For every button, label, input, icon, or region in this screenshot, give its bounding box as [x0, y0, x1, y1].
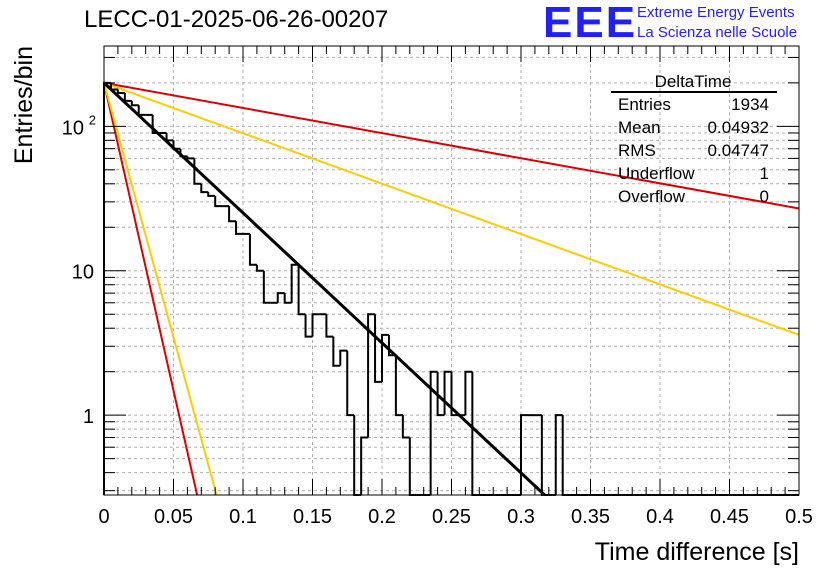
histogram-bin: [276, 292, 285, 303]
x-axis-label: Time difference [s]: [595, 538, 799, 566]
histogram-bin: [381, 333, 389, 382]
x-tick-label: 0.1: [229, 506, 257, 528]
reference-line-red: [103, 81, 800, 210]
histogram-bin: [394, 355, 403, 417]
stats-label-underflow: Underflow: [618, 164, 695, 183]
histogram-bin: [540, 415, 549, 496]
eee-logo: EEE: [543, 0, 638, 47]
histogram-bin: [123, 93, 132, 102]
x-tick-label: 0.35: [571, 506, 610, 528]
x-tick-label: 0: [98, 506, 109, 528]
y-tick-label: 10: [72, 262, 94, 284]
x-tick-label: 0.2: [368, 506, 396, 528]
histogram-bin: [325, 314, 334, 338]
histogram-bin: [214, 195, 223, 208]
x-tick-label: 0.45: [710, 506, 749, 528]
chart-title: LECC-01-2025-06-26-00207: [84, 6, 389, 33]
stats-value-entries: 1934: [731, 95, 769, 114]
histogram-bin: [200, 183, 209, 194]
fit-line-black: [102, 81, 546, 497]
histogram-bin: [207, 192, 216, 197]
histogram-bin: [408, 437, 417, 496]
histogram-bin: [353, 415, 362, 496]
histogram-bin: [262, 270, 271, 304]
y-tick-label: 10: [62, 117, 84, 139]
axis-ticks: [103, 46, 800, 495]
histogram-bin: [401, 415, 410, 439]
histogram-bin: [464, 370, 473, 416]
histogram-bin: [450, 371, 459, 417]
stats-box: DeltaTime Entries 1934 Mean 0.04932 RMS …: [611, 72, 777, 206]
x-tick-label: 0.4: [646, 506, 674, 528]
histogram-bin: [346, 350, 355, 417]
histogram-bin: [297, 264, 306, 316]
x-tick-label: 0.3: [507, 506, 535, 528]
histogram-bin: [116, 89, 125, 95]
histogram-bin: [339, 349, 348, 366]
stats-value-rms: 0.04747: [708, 141, 769, 160]
histogram-bin: [436, 371, 445, 417]
stats-label-mean: Mean: [618, 118, 661, 137]
stats-label-entries: Entries: [618, 95, 671, 114]
histogram-bin: [367, 313, 376, 438]
logo-subtitle-line1: Extreme Energy Events: [637, 4, 795, 21]
histogram-bin: [130, 100, 139, 107]
reference-line-orange: [103, 82, 218, 496]
histogram-bin: [248, 233, 257, 266]
stats-value-overflow: 0: [760, 187, 769, 206]
histogram-bin: [103, 81, 111, 495]
histogram-bin: [283, 293, 292, 304]
histogram-bin: [360, 436, 369, 495]
histogram-bin: [165, 132, 174, 142]
histogram-bin: [429, 370, 438, 495]
histogram-bin: [186, 156, 195, 160]
stats-box-title: DeltaTime: [655, 72, 732, 91]
histogram-bin: [561, 415, 570, 496]
histogram-bin: [290, 263, 299, 303]
y-tick-label: 1: [83, 406, 94, 428]
stats-label-overflow: Overflow: [618, 187, 686, 206]
histogram-bin: [554, 414, 563, 495]
histogram-bin: [137, 105, 146, 116]
histogram-bin: [520, 414, 528, 495]
histogram-bin: [304, 314, 313, 338]
reference-line-orange: [103, 81, 800, 336]
reference-lines: [103, 81, 800, 496]
grid: [104, 46, 799, 495]
stats-value-mean: 0.04932: [708, 118, 769, 137]
x-tick-label: 0.25: [432, 506, 471, 528]
y-axis-label: Entries/bin: [10, 46, 38, 164]
fit-line: [102, 81, 546, 497]
histogram-bin: [311, 313, 320, 337]
x-tick-label: 0.15: [293, 506, 332, 528]
histogram-bin: [228, 206, 237, 223]
histogram-bin: [332, 336, 341, 367]
histogram-bin: [255, 264, 264, 272]
stats-value-underflow: 1: [760, 164, 769, 183]
x-tick-labels: 0 0.05 0.1 0.15 0.2 0.25 0.3 0.35 0.4 0.45 0.5: [98, 506, 812, 528]
histogram-bin: [235, 221, 243, 235]
logo-subtitle-line2: La Scienza nelle Scuole: [637, 24, 798, 41]
x-tick-label: 0.05: [154, 506, 193, 528]
stats-label-rms: RMS: [618, 141, 656, 160]
y-tick-labels: 1 10 10 2: [62, 112, 96, 428]
reference-line-red: [103, 82, 199, 496]
y-tick-label-exponent: 2: [89, 112, 96, 127]
x-tick-label: 0.5: [785, 506, 813, 528]
